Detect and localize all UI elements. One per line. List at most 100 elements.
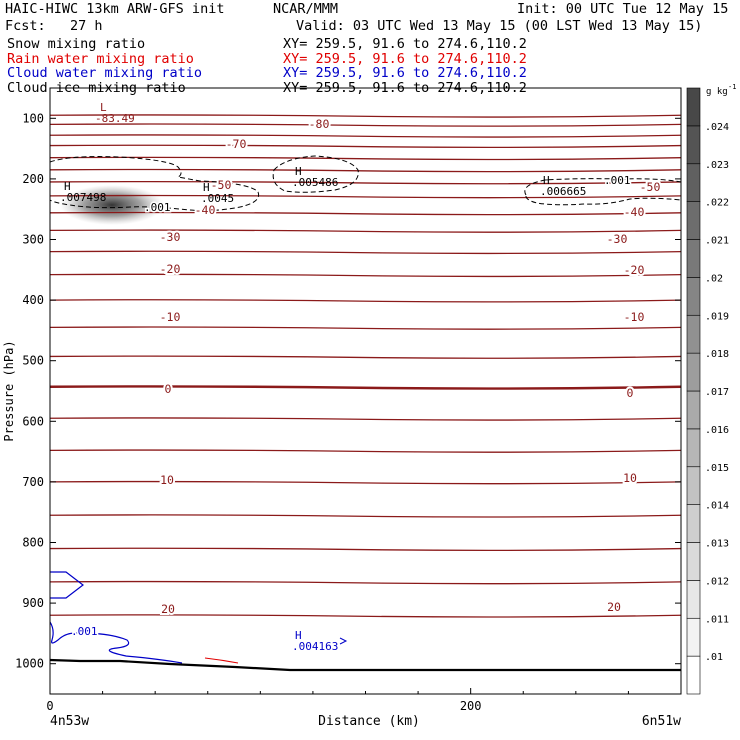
isotherm (50, 326, 681, 330)
extremum-type: H (295, 165, 302, 178)
extremum-type: H (295, 629, 302, 642)
colorbar-cell (686, 580, 701, 619)
temp-label: 20 (161, 602, 175, 616)
colorbar-label: .02 (705, 273, 723, 284)
colorbar-unit-exponent: -1 (728, 83, 736, 91)
colorbar-cell (686, 655, 701, 695)
valid-time: Valid: 03 UTC Wed 13 May 15 (00 LST Wed … (296, 18, 703, 34)
temp-label: -80 (309, 117, 330, 131)
extremum-value: .0045 (201, 192, 234, 205)
x-endpoint-left: 4n53w (50, 714, 89, 729)
org-label: NCAR/MMM (273, 1, 339, 17)
extremum-value: .004163 (292, 640, 338, 653)
isotherm-zero (50, 385, 681, 390)
temp-label: -70 (226, 137, 247, 151)
cloud-water-contour-sfc (50, 621, 183, 664)
y-tick-label: 300 (22, 233, 44, 247)
field-label-cloud-water: Cloud water mixing ratio (7, 65, 203, 81)
x-tick-label: 0 (46, 699, 53, 713)
temp-label: -10 (624, 310, 645, 324)
colorbar-label: .023 (705, 160, 729, 171)
isotherm (50, 480, 681, 485)
init-time: Init: 00 UTC Tue 12 May 15 (517, 1, 729, 17)
isotherm (50, 273, 681, 278)
isotherm (50, 547, 681, 552)
colorbar-cell (686, 277, 701, 316)
field-xy-snow: XY= 259.5, 91.6 to 274.6,110.2 (283, 36, 527, 52)
extremum-value: -83.49 (95, 112, 135, 125)
contour-label: .001 (604, 174, 631, 187)
isotherm (50, 299, 681, 303)
colorbar-label: .022 (705, 198, 729, 209)
y-tick-label: 800 (22, 536, 44, 550)
colorbar-label: .016 (705, 425, 729, 436)
cloud-water-arrow (339, 637, 348, 645)
contour-label: .001 (71, 625, 98, 638)
temp-label: -40 (195, 203, 216, 217)
colorbar-label: .015 (705, 463, 729, 474)
x-endpoint-right: 6n51w (642, 714, 681, 729)
colorbar-label: .024 (705, 122, 729, 133)
colorbar-cell (686, 239, 701, 278)
isotherm (50, 134, 681, 138)
colorbar-label: .021 (705, 236, 729, 247)
colorbar: .01 .011 .012 .013 .014 .015 .016 .017 .018 .019.… (686, 87, 729, 695)
temp-label: 0 (165, 382, 172, 396)
y-tick-label: 700 (22, 475, 44, 489)
colorbar-label: .012 (705, 576, 729, 587)
isotherm (50, 144, 681, 149)
temp-label: 20 (607, 600, 621, 614)
temp-label: 10 (160, 473, 174, 487)
colorbar-cell (686, 87, 701, 127)
extremum-value: .005486 (292, 176, 338, 189)
temp-label: -20 (160, 262, 181, 276)
colorbar-label: .011 (705, 614, 729, 625)
ice-contour-right (524, 178, 681, 206)
terrain-line (50, 658, 681, 672)
rain-contour (204, 657, 239, 664)
field-xy-rain: XY= 259.5, 91.6 to 274.6,110.2 (283, 51, 527, 67)
isotherm (50, 180, 681, 185)
ice-contour-mid (272, 155, 359, 193)
y-tick-label: 100 (22, 111, 44, 125)
forecast-hour: Fcst: 27 h (5, 18, 103, 34)
isotherm (50, 114, 681, 118)
colorbar-cell (686, 352, 701, 392)
contour-label: .001 (144, 201, 171, 214)
y-tick-label: 200 (22, 172, 44, 186)
cloud-water-contours (50, 571, 183, 664)
extremum-value: .007498 (60, 191, 106, 204)
y-axis-label: Pressure (hPa) (2, 340, 16, 441)
isotherm (50, 250, 681, 255)
extremum-type: H (203, 181, 210, 194)
colorbar-label: .01 (705, 652, 723, 663)
y-tick-label: 900 (22, 596, 44, 610)
field-label-rain: Rain water mixing ratio (7, 51, 194, 67)
cloud-water-contour-low (50, 571, 84, 599)
x-axis-label: Distance (km) (318, 714, 420, 729)
temperature-labels: -80 -70 -50 -40 -30 -20 -10 0 10 20 -50 … (158, 115, 663, 618)
colorbar-label: .014 (705, 501, 729, 512)
y-tick-label: 400 (22, 293, 44, 307)
extremum-type: H (64, 180, 71, 193)
plot-frame (49, 87, 682, 695)
temperature-contours (50, 114, 681, 618)
ice-contour-left (50, 156, 260, 212)
ice-contours (50, 155, 681, 212)
isotherm (50, 229, 681, 233)
temp-label: 10 (623, 471, 637, 485)
temp-label: -20 (624, 263, 645, 277)
isotherm (50, 211, 681, 216)
colorbar-cell (686, 466, 701, 505)
field-label-snow: Snow mixing ratio (7, 36, 146, 52)
y-tick-label: 600 (22, 414, 44, 428)
colorbar-cell (686, 390, 701, 430)
extremum-type: H (543, 174, 550, 187)
isotherm (50, 514, 681, 518)
temp-label: 0 (627, 386, 634, 400)
colorbar-cell (686, 163, 701, 202)
colorbar-label: .013 (705, 539, 729, 550)
isotherm (50, 449, 681, 453)
